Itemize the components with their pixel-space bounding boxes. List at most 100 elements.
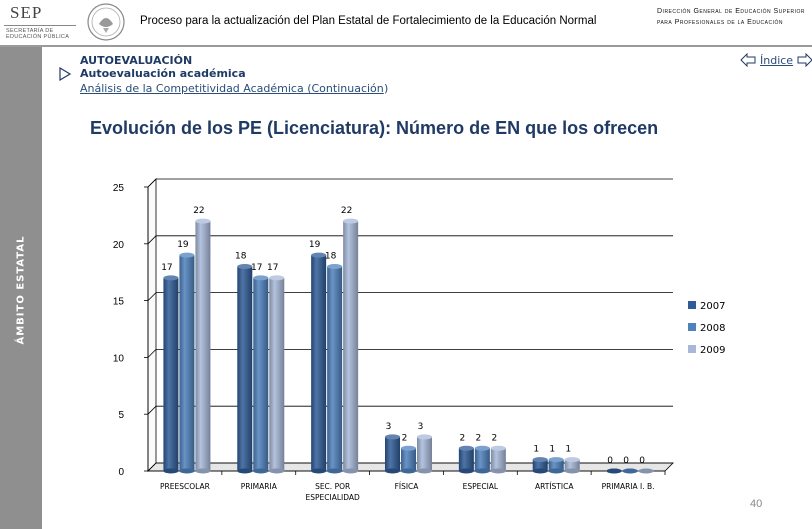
- section-subtitle: Autoevaluación académica: [80, 67, 246, 80]
- bar-base-2008-6: [622, 468, 638, 474]
- bar-2008-1: [253, 277, 269, 471]
- bar-2009-4: [490, 448, 506, 471]
- bar-top-2009-0: [195, 218, 211, 224]
- data-label-2008-1: 17: [251, 263, 262, 273]
- bar-2008-5: [548, 459, 564, 471]
- breadcrumb-link[interactable]: Análisis de la Competitividad Académica …: [80, 82, 384, 95]
- gridline-diagonal: [147, 235, 157, 245]
- legend-label-2007: 2007: [700, 301, 725, 312]
- bar-base-2009-0: [195, 468, 211, 474]
- data-label-2007-6: 0: [607, 456, 613, 466]
- bar-2009-1: [269, 277, 285, 471]
- data-label-2009-3: 3: [418, 422, 424, 432]
- bar-2007-3: [385, 436, 400, 471]
- bar-2009-3: [417, 436, 432, 471]
- bar-top-2008-4: [474, 445, 490, 451]
- sidebar: [0, 47, 42, 529]
- index-link[interactable]: Índice: [760, 53, 794, 67]
- data-label-2009-2: 22: [341, 206, 352, 216]
- bar-base-2007-1: [237, 468, 253, 474]
- bar-top-2008-2: [327, 264, 343, 270]
- direccion-label: Dirección General de Educación Superior …: [657, 8, 805, 26]
- bar-top-2007-1: [237, 264, 253, 270]
- y-tick-label: 15: [113, 297, 125, 308]
- sep-logo-rule: [4, 25, 76, 26]
- y-tick-label: 20: [113, 240, 125, 251]
- arrow-left-icon[interactable]: [740, 53, 756, 67]
- bar-2008-0: [179, 255, 195, 471]
- category-label: PRIMARIA I. B.: [602, 482, 655, 491]
- bar-2007-0: [163, 277, 179, 471]
- bar-top-2009-4: [490, 445, 506, 451]
- y-tick-label: 25: [113, 183, 125, 194]
- legend-swatch-2007: [688, 301, 696, 309]
- bar-top-2007-5: [532, 457, 548, 463]
- bar-base-2009-4: [490, 468, 506, 474]
- category-label: FÍSICA: [395, 482, 420, 491]
- data-label-2009-5: 1: [565, 445, 571, 455]
- sep-logo-text: SEP: [10, 3, 43, 22]
- bar-base-2008-2: [327, 468, 343, 474]
- arrow-right-icon[interactable]: [797, 53, 812, 67]
- chart-side-wall: [147, 178, 157, 472]
- legend-label-2009: 2009: [700, 345, 725, 356]
- data-label-2008-3: 2: [402, 433, 408, 443]
- data-label-2007-3: 3: [386, 422, 392, 432]
- y-tick-label: 10: [113, 353, 125, 364]
- category-label: ESPECIALIDAD: [306, 493, 361, 502]
- bar-top-2009-3: [417, 434, 432, 440]
- bar-top-2007-0: [163, 275, 179, 281]
- header-divider: [0, 45, 812, 47]
- data-label-2008-0: 19: [177, 240, 189, 250]
- data-label-2007-5: 1: [533, 445, 539, 455]
- sep-logo: SEP SECRETARÍA DE EDUCACIÓN PÚBLICA: [4, 3, 78, 43]
- data-label-2008-4: 2: [475, 433, 481, 443]
- data-label-2009-6: 0: [639, 456, 645, 466]
- category-label: PREESCOLAR: [160, 482, 210, 491]
- bar-2009-5: [564, 459, 580, 471]
- bar-2008-3: [401, 448, 416, 471]
- bar-base-2008-0: [179, 468, 195, 474]
- data-label-2009-4: 2: [491, 433, 497, 443]
- bar-top-2009-5: [564, 457, 580, 463]
- bar-2007-4: [458, 448, 474, 471]
- gridline-diagonal: [147, 178, 157, 188]
- data-label-2008-6: 0: [623, 456, 629, 466]
- bar-base-2009-1: [269, 468, 285, 474]
- legend-swatch-2008: [688, 323, 696, 331]
- bar-base-2007-6: [606, 468, 622, 474]
- y-tick-label: 5: [118, 410, 124, 421]
- bar-base-2009-6: [638, 468, 654, 474]
- data-label-2007-1: 18: [235, 252, 247, 262]
- bar-base-2008-1: [253, 468, 269, 474]
- category-label: ESPECIAL: [463, 482, 499, 491]
- bar-base-2007-0: [163, 468, 179, 474]
- national-seal-icon: [87, 3, 125, 41]
- bar-base-2007-3: [385, 468, 400, 474]
- page-number: 40: [750, 498, 763, 510]
- bar-2008-4: [474, 448, 490, 471]
- bar-2009-0: [195, 221, 211, 471]
- category-label: PRIMARIA: [241, 482, 278, 491]
- data-label-2007-2: 19: [309, 240, 321, 250]
- gridline-diagonal: [147, 405, 157, 415]
- y-tick-label: 0: [118, 467, 124, 478]
- bar-base-2008-5: [548, 468, 564, 474]
- bar-2009-2: [343, 221, 359, 471]
- bar-top-2008-1: [253, 275, 269, 281]
- bar-base-2009-3: [417, 468, 432, 474]
- data-label-2009-0: 22: [193, 206, 204, 216]
- sep-logo-subtext: SECRETARÍA DE EDUCACIÓN PÚBLICA: [6, 28, 70, 40]
- sidebar-label: ÁMBITO ESTATAL: [15, 235, 27, 345]
- data-label-2007-4: 2: [459, 433, 465, 443]
- chart-title: Evolución de los PE (Licenciatura): Núme…: [90, 118, 659, 138]
- play-icon: [59, 67, 72, 81]
- bar-top-2008-0: [179, 252, 195, 258]
- gridline-diagonal: [147, 292, 157, 301]
- header-title: Proceso para la actualización del Plan E…: [140, 15, 597, 27]
- data-label-2009-1: 17: [267, 263, 278, 273]
- bar-base-2007-5: [532, 468, 548, 474]
- bar-top-2009-2: [343, 218, 359, 224]
- bar-top-2007-2: [311, 252, 327, 258]
